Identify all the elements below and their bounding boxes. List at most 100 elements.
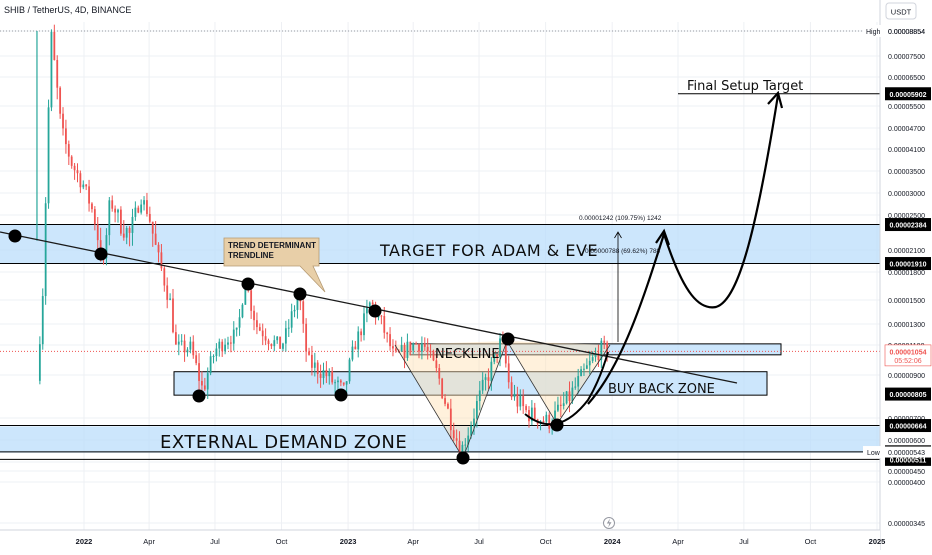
candle-body xyxy=(394,348,397,351)
candle-body xyxy=(530,407,533,422)
candle-body xyxy=(250,290,253,311)
candle-body xyxy=(559,404,562,406)
candle-body xyxy=(59,87,62,114)
candle-body xyxy=(192,341,195,356)
candle-body xyxy=(114,208,117,213)
price-tag-low_line: 0.00000511 xyxy=(890,457,927,464)
candle-body xyxy=(571,387,574,402)
candle-body xyxy=(334,382,336,384)
candle-body xyxy=(227,342,229,345)
candle-body xyxy=(504,341,507,364)
price-tag-target_bottom-bg xyxy=(885,257,931,271)
candle-body xyxy=(163,268,166,286)
candle-body xyxy=(140,204,143,213)
candle-body xyxy=(499,338,501,357)
candle-body xyxy=(308,351,310,355)
candle-body xyxy=(467,435,470,445)
candle-body xyxy=(383,316,386,333)
time-tick-label: Oct xyxy=(805,537,818,546)
time-scale-bg xyxy=(0,530,880,550)
currency-button[interactable]: USDT xyxy=(885,2,917,20)
price-tick-label: 0.00000400 xyxy=(888,480,925,487)
candle-body xyxy=(377,315,380,318)
candle-body xyxy=(591,357,594,361)
price-tick-label: 0.00007500 xyxy=(888,54,925,61)
candle-body xyxy=(412,343,415,351)
neckline-label: NECKLINE xyxy=(435,347,500,362)
price-tag-target_top-bg xyxy=(885,218,931,232)
candle-body xyxy=(325,369,328,377)
candle-body xyxy=(574,386,577,388)
candle-body xyxy=(224,344,226,352)
price-tick-label: 0.00001500 xyxy=(888,298,925,305)
candle-body xyxy=(305,323,308,352)
candle-body xyxy=(554,410,556,425)
candle-body xyxy=(125,228,128,238)
price-tick-label: 0.00004100 xyxy=(888,147,925,154)
candle-body xyxy=(65,128,67,145)
time-tick-label: 2023 xyxy=(340,537,357,546)
candle-body xyxy=(366,307,368,314)
candle-body xyxy=(67,144,70,157)
price-tag-final_target-bg xyxy=(885,87,931,101)
candle-body xyxy=(290,311,293,328)
time-tick-label: 2022 xyxy=(76,537,93,546)
candle-body xyxy=(458,440,461,455)
candle-body xyxy=(41,296,44,345)
final-target-label: Final Setup Target xyxy=(687,79,803,94)
zone-3 xyxy=(0,426,880,453)
annotations: 0.00001242 (109.75%) 1242 0.00000788 (69… xyxy=(160,79,803,453)
price-tag-final_target: 0.00005902 xyxy=(890,92,927,99)
price-tag-buy_back_bottom-bg xyxy=(885,387,931,401)
candle-body xyxy=(79,173,82,188)
candle-body xyxy=(580,369,582,377)
pivot-dot xyxy=(456,451,470,465)
candle-body xyxy=(432,351,435,361)
price-tick-label: 0.00000345 xyxy=(888,521,925,528)
candle-body xyxy=(221,341,224,352)
candle-body xyxy=(134,207,137,217)
candle-body xyxy=(600,340,603,361)
candle-body xyxy=(215,348,218,357)
time-tick-label: Apr xyxy=(143,537,155,546)
candle-body xyxy=(363,313,365,336)
candle-body xyxy=(316,362,319,374)
candle-body xyxy=(426,346,429,352)
target-zone-label: TARGET FOR ADAM & EVE xyxy=(379,241,598,260)
countdown-tag: 05:52:06 xyxy=(894,358,921,365)
candle-body xyxy=(232,329,235,344)
price-tick-label: 0.00001300 xyxy=(888,322,925,329)
price-scale[interactable]: 0.00008854 0.00007500 0.00006500 0.00005500… xyxy=(879,0,932,550)
candle-body xyxy=(386,332,389,335)
time-scale[interactable]: 2022 Apr Jul Oct 2023 Apr Jul Oct 2024 Apr Jul Oct 2… xyxy=(0,529,885,550)
candle-body xyxy=(368,302,371,308)
candle-body xyxy=(496,354,499,357)
candle-body xyxy=(461,444,464,455)
candle-body xyxy=(331,371,334,383)
pivot-dot xyxy=(501,332,515,346)
lightning-icon[interactable] xyxy=(603,517,615,529)
pivot-dot xyxy=(334,388,348,402)
candle-body xyxy=(415,343,418,345)
candle-body xyxy=(256,320,258,328)
candle-body xyxy=(44,203,47,297)
candle-body xyxy=(56,59,59,88)
candle-body xyxy=(108,200,111,236)
candle-body xyxy=(270,344,273,347)
time-tick-label: Oct xyxy=(276,537,289,546)
candle-body xyxy=(548,414,551,429)
price-tag-target_top: 0.00002384 xyxy=(890,223,927,230)
measure-big-label: 0.00001242 (109.75%) 1242 xyxy=(579,215,662,222)
price-tick-label: 0.00000600 xyxy=(888,438,925,445)
candle-body xyxy=(93,209,96,225)
candle-body xyxy=(261,330,264,337)
projection-arrow-head-1 xyxy=(655,228,671,246)
candle-body xyxy=(588,360,591,366)
candle-body xyxy=(438,367,441,379)
candle-body xyxy=(339,380,342,383)
candle-body xyxy=(186,349,189,353)
candle-body xyxy=(516,393,519,407)
candles xyxy=(36,24,609,456)
right-pattern-triangle xyxy=(507,341,610,424)
